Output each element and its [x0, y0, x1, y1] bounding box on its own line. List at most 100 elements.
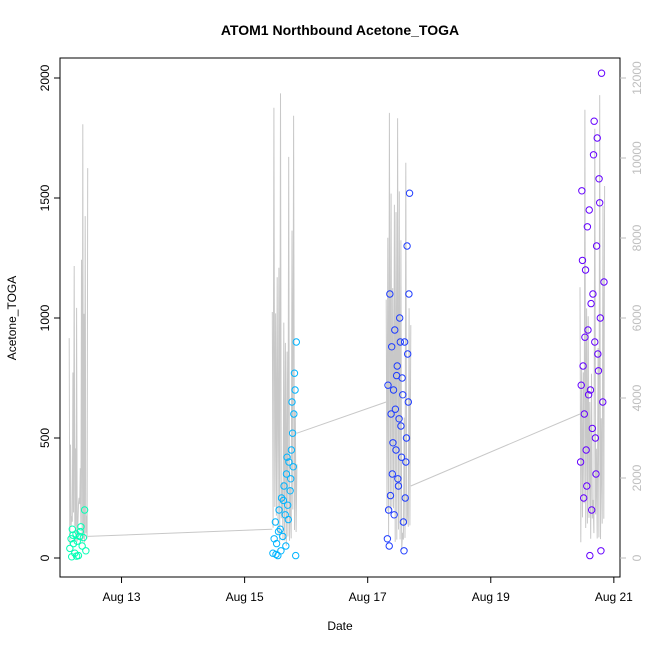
data-point	[389, 386, 398, 394]
data-point	[290, 410, 298, 418]
data-point	[386, 491, 395, 500]
data-point	[586, 386, 595, 394]
connector-line	[410, 413, 581, 487]
data-point	[384, 506, 393, 514]
data-point	[66, 544, 74, 553]
data-point	[288, 398, 296, 406]
data-point	[578, 187, 586, 195]
data-point	[392, 446, 400, 454]
data-point	[389, 439, 397, 447]
data-point	[277, 494, 286, 502]
data-point	[600, 278, 608, 286]
data-point	[597, 69, 606, 77]
data-point	[396, 338, 405, 346]
data-point	[69, 531, 77, 539]
data-point	[594, 350, 602, 358]
data-point	[395, 314, 404, 322]
x-tick-label: Aug 17	[349, 590, 387, 604]
y2-tick-label: 4000	[630, 384, 644, 411]
data-point	[590, 117, 598, 125]
y2-tick-label: 2000	[630, 464, 644, 491]
data-point	[69, 539, 78, 548]
data-point	[596, 314, 605, 322]
y-axis-label: Acetone_TOGA	[5, 276, 19, 361]
data-point	[282, 542, 290, 550]
data-point	[395, 415, 403, 423]
data-point	[404, 398, 413, 406]
data-point	[67, 553, 76, 561]
data-point	[583, 223, 592, 231]
data-point	[287, 475, 295, 483]
data-point	[593, 134, 601, 142]
flight-track-line	[385, 112, 412, 550]
data-point	[291, 551, 300, 560]
y2-tick-label: 0	[630, 554, 644, 561]
y2-tick-label: 12000	[630, 61, 644, 95]
data-point	[383, 535, 392, 543]
x-tick-label: Aug 19	[472, 590, 510, 604]
data-point	[393, 362, 401, 370]
data-point	[401, 494, 409, 502]
data-point	[581, 333, 589, 341]
data-point	[285, 458, 293, 466]
y-tick-label: 500	[38, 428, 52, 448]
data-point	[288, 429, 297, 437]
data-point	[400, 547, 408, 555]
data-point	[283, 501, 292, 509]
axes-layer: Aug 13 Aug 15 Aug 17 Aug 19 Aug 21 0 500 1000 15…	[38, 57, 644, 604]
data-point	[397, 453, 406, 461]
data-point	[585, 206, 593, 214]
data-point	[75, 532, 84, 541]
data-point	[394, 482, 403, 490]
data-point	[591, 338, 599, 346]
data-point	[394, 475, 402, 483]
data-point	[80, 506, 89, 514]
data-point	[399, 518, 408, 526]
data-point	[72, 552, 81, 560]
data-point	[587, 299, 595, 308]
data-point	[390, 511, 398, 519]
data-point	[78, 542, 86, 550]
data-point	[576, 458, 585, 466]
data-point	[391, 326, 399, 334]
data-point	[403, 350, 412, 358]
data-point	[588, 424, 597, 433]
data-point	[589, 151, 598, 159]
data-point	[592, 242, 601, 250]
data-point	[279, 532, 287, 541]
data-point	[384, 381, 392, 389]
data-point	[292, 338, 301, 346]
data-point	[392, 371, 401, 380]
y-tick-label: 2000	[38, 64, 52, 91]
data-point	[286, 487, 294, 495]
data-point	[290, 369, 299, 377]
data-point	[579, 362, 587, 370]
data-point	[387, 343, 396, 351]
data-point	[400, 338, 409, 346]
data-point	[595, 175, 603, 183]
data-point	[271, 518, 280, 526]
y-tick-label: 1500	[38, 184, 52, 211]
data-point	[291, 386, 299, 394]
y-tick-label: 1000	[38, 304, 52, 331]
data-point	[597, 547, 605, 555]
data-point	[277, 547, 285, 555]
data-point	[282, 470, 291, 478]
data-point	[275, 506, 283, 514]
data-point	[405, 189, 414, 197]
point-layer	[66, 69, 608, 561]
data-point	[587, 506, 596, 514]
data-point	[403, 242, 411, 250]
data-point	[82, 547, 90, 555]
data-point	[581, 266, 590, 274]
y2-tick-label: 6000	[630, 304, 644, 331]
connector-layer	[87, 401, 581, 537]
data-point	[578, 256, 587, 265]
data-point	[594, 367, 603, 375]
x-tick-label: Aug 15	[226, 590, 264, 604]
data-point	[583, 482, 591, 490]
flight-track-line	[68, 124, 89, 545]
data-point	[289, 463, 297, 471]
data-point	[283, 453, 291, 461]
data-point	[280, 482, 288, 490]
